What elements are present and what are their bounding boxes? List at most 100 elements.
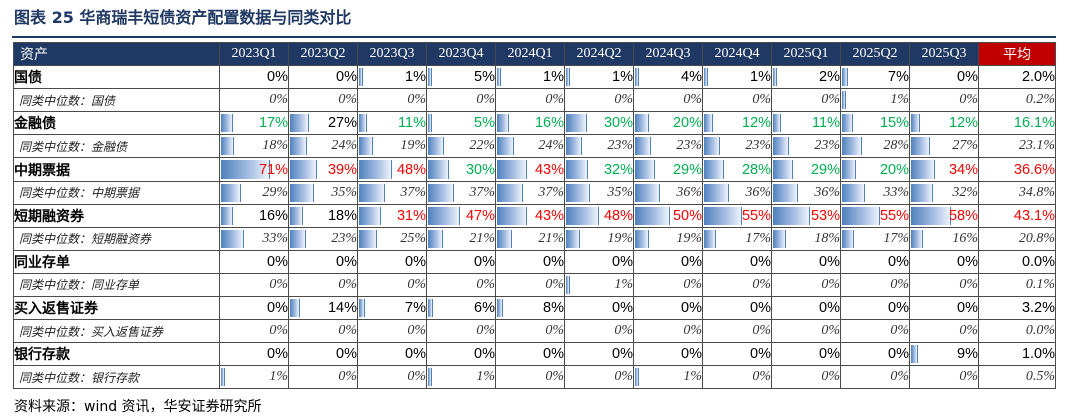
data-bar xyxy=(221,183,241,202)
data-bar xyxy=(566,229,580,248)
value-cell: 15% xyxy=(840,111,910,136)
value-cell: 32% xyxy=(909,180,979,205)
average-cell: 36.6% xyxy=(978,157,1056,182)
asset-row: 金融债 17% 27% 11% 5% 16% 30% 20% 12% 11% 15% 12% 16.1% xyxy=(13,111,1056,136)
value-cell: 58% xyxy=(909,203,979,228)
value-cell: 0% xyxy=(357,249,427,274)
value-text: 0% xyxy=(683,276,702,292)
value-cell: 0% xyxy=(633,319,703,344)
value-cell: 0% xyxy=(840,249,910,274)
value-cell: 0% xyxy=(840,365,910,390)
value-cell: 0% xyxy=(633,272,703,298)
value-text: 0% xyxy=(683,92,702,108)
value-text: 17% xyxy=(745,230,771,246)
value-text: 71% xyxy=(258,161,288,178)
value-cell: 8% xyxy=(495,296,565,321)
value-cell: 1% xyxy=(426,365,496,390)
table-body: 国债 0% 0% 1% 5% 1% 1% 4% 1% 2% 7% 0% 2.0% 同类中位数：国债 0% 0%… xyxy=(13,65,1056,390)
value-cell: 0% xyxy=(564,365,634,390)
value-cell: 23% xyxy=(633,134,703,159)
average-cell: 0.0% xyxy=(978,319,1056,344)
value-text: 9% xyxy=(957,346,978,363)
value-cell: 50% xyxy=(633,203,703,228)
data-bar xyxy=(290,183,314,202)
value-text: 0% xyxy=(890,323,909,339)
median-row: 同类中位数：国债 0% 0% 0% 0% 0% 0% 0% 0% 0% 1% 0% 0.2% xyxy=(13,88,1056,113)
value-text: 15% xyxy=(879,115,909,132)
median-row: 同类中位数：金融债 18% 24% 19% 22% 24% 23% 23% 23% 23% 28% 2… xyxy=(13,134,1056,159)
data-bar xyxy=(428,183,454,202)
value-text: 7% xyxy=(888,69,909,86)
value-text: 1% xyxy=(543,69,564,86)
value-text: 0% xyxy=(405,253,426,270)
value-cell: 0% xyxy=(219,88,289,113)
value-text: 0% xyxy=(752,276,771,292)
value-cell: 0% xyxy=(564,88,634,113)
value-text: 0% xyxy=(959,323,978,339)
data-bar xyxy=(773,229,786,248)
value-cell: 0% xyxy=(219,249,289,274)
value-text: 23% xyxy=(745,138,771,154)
header-quarter: 2025Q2 xyxy=(840,41,910,67)
data-bar xyxy=(842,91,846,110)
value-text: 0% xyxy=(407,276,426,292)
header-quarter: 2023Q4 xyxy=(426,41,496,67)
value-text: 19% xyxy=(400,138,426,154)
value-cell: 0% xyxy=(357,88,427,113)
value-cell: 29% xyxy=(219,180,289,205)
header-quarter: 2025Q1 xyxy=(771,41,841,67)
data-bar xyxy=(290,206,303,225)
value-cell: 0% xyxy=(357,365,427,390)
value-text: 0% xyxy=(336,346,357,363)
value-cell: 0% xyxy=(564,342,634,367)
value-cell: 21% xyxy=(495,226,565,251)
value-text: 0% xyxy=(338,92,357,108)
value-cell: 0% xyxy=(219,272,289,298)
value-cell: 0% xyxy=(495,319,565,344)
average-cell: 20.8% xyxy=(978,226,1056,251)
value-text: 0% xyxy=(545,323,564,339)
value-text: 47% xyxy=(465,207,495,224)
value-text: 1% xyxy=(614,276,633,292)
value-text: 0% xyxy=(476,92,495,108)
value-text: 37% xyxy=(400,184,426,200)
value-cell: 0% xyxy=(633,88,703,113)
data-bar xyxy=(704,160,724,179)
data-bar xyxy=(428,206,460,225)
value-text: 0% xyxy=(336,253,357,270)
value-cell: 16% xyxy=(495,111,565,136)
value-text: 55% xyxy=(879,207,909,224)
value-text: 28% xyxy=(741,161,771,178)
data-bar xyxy=(566,206,599,225)
value-text: 16% xyxy=(952,230,978,246)
median-row: 同类中位数：银行存款 1% 0% 0% 1% 0% 0% 1% 0% 0% 0% 0% 0.5% xyxy=(13,365,1056,390)
value-cell: 22% xyxy=(426,134,496,159)
value-text: 23% xyxy=(607,138,633,154)
data-bar xyxy=(497,229,512,248)
value-cell: 0% xyxy=(702,272,772,298)
data-bar xyxy=(497,137,514,156)
data-bar xyxy=(842,206,880,225)
data-bar xyxy=(359,229,377,248)
value-cell: 53% xyxy=(771,203,841,228)
value-text: 35% xyxy=(331,184,357,200)
value-cell: 0% xyxy=(909,365,979,390)
value-text: 24% xyxy=(538,138,564,154)
value-text: 0% xyxy=(267,69,288,86)
data-bar xyxy=(842,229,854,248)
value-text: 0% xyxy=(821,276,840,292)
value-cell: 0% xyxy=(840,342,910,367)
row-label: 买入返售证券 xyxy=(13,296,220,321)
value-cell: 0% xyxy=(840,272,910,298)
value-cell: 0% xyxy=(495,365,565,390)
value-cell: 28% xyxy=(702,157,772,182)
value-text: 0% xyxy=(474,253,495,270)
value-cell: 4% xyxy=(633,65,703,90)
value-text: 4% xyxy=(681,69,702,86)
data-bar xyxy=(221,160,270,179)
value-cell: 0% xyxy=(426,342,496,367)
value-cell: 1% xyxy=(840,88,910,113)
value-text: 29% xyxy=(262,184,288,200)
value-text: 1% xyxy=(269,369,288,385)
value-cell: 0% xyxy=(840,319,910,344)
